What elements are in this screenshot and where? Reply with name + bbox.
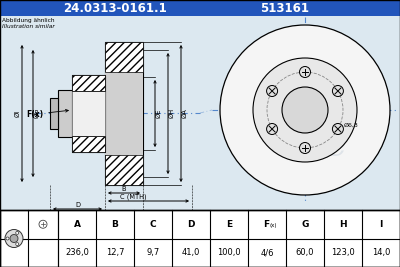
Bar	[105, 42, 143, 185]
Text: (x): (x)	[270, 223, 278, 228]
Circle shape	[10, 234, 18, 242]
Bar	[72, 75, 105, 152]
Text: 24.0313-0161.1: 24.0313-0161.1	[63, 2, 167, 14]
Text: 513161: 513161	[260, 2, 310, 14]
Text: ØG: ØG	[34, 108, 40, 118]
Circle shape	[266, 124, 278, 135]
Bar	[105, 155, 143, 185]
Text: B: B	[112, 220, 118, 229]
Bar	[0, 0, 400, 16]
Text: C (MTH): C (MTH)	[120, 194, 147, 200]
Text: 4/6: 4/6	[260, 248, 274, 257]
Text: Ø6,3: Ø6,3	[344, 123, 359, 128]
Text: E: E	[226, 220, 232, 229]
Bar	[50, 98, 58, 129]
Circle shape	[220, 25, 390, 195]
Bar	[0, 210, 400, 267]
Text: ØH: ØH	[169, 108, 175, 118]
Bar	[0, 16, 400, 210]
Bar	[72, 136, 105, 152]
Circle shape	[16, 243, 19, 246]
Bar	[72, 91, 105, 136]
Text: Abbildung ähnlich: Abbildung ähnlich	[2, 18, 54, 23]
Text: 9,7: 9,7	[146, 248, 160, 257]
Text: ØE: ØE	[156, 108, 162, 118]
Text: D: D	[187, 220, 195, 229]
Text: F(x): F(x)	[26, 111, 43, 120]
Text: 123,0: 123,0	[331, 248, 355, 257]
Text: ate: ate	[293, 132, 347, 163]
Circle shape	[300, 66, 310, 77]
Circle shape	[266, 85, 278, 96]
Bar	[0, 210, 400, 267]
Circle shape	[16, 231, 19, 234]
Text: 41,0: 41,0	[182, 248, 200, 257]
Circle shape	[332, 124, 344, 135]
Bar	[72, 75, 105, 91]
Text: 60,0: 60,0	[296, 248, 314, 257]
Text: ØA: ØA	[182, 108, 188, 118]
Text: H: H	[339, 220, 347, 229]
Text: I: I	[379, 220, 383, 229]
Bar	[58, 90, 72, 137]
Circle shape	[332, 85, 344, 96]
Text: C: C	[150, 220, 156, 229]
Text: 12,7: 12,7	[106, 248, 124, 257]
Circle shape	[300, 143, 310, 154]
Circle shape	[5, 230, 23, 248]
Text: F: F	[263, 220, 269, 229]
Circle shape	[282, 87, 328, 133]
Text: A: A	[74, 220, 80, 229]
Text: 100,0: 100,0	[217, 248, 241, 257]
Circle shape	[253, 58, 357, 162]
Text: G: G	[301, 220, 309, 229]
Text: B: B	[122, 186, 126, 192]
Text: Illustration similar: Illustration similar	[2, 23, 55, 29]
Circle shape	[6, 237, 9, 240]
Text: D: D	[75, 202, 80, 208]
Text: 236,0: 236,0	[65, 248, 89, 257]
Bar	[105, 42, 143, 72]
Bar	[105, 72, 143, 155]
Text: 14,0: 14,0	[372, 248, 390, 257]
Text: ØI: ØI	[15, 109, 21, 117]
